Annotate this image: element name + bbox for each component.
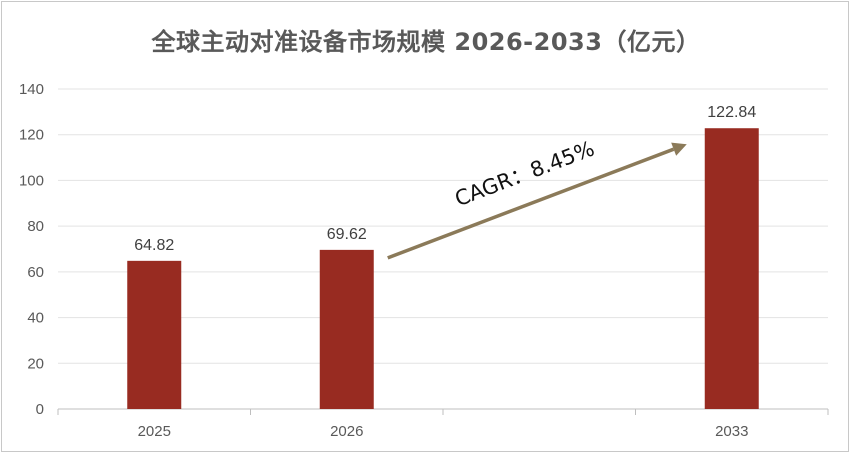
y-tick-label: 140 (19, 81, 44, 98)
y-tick-label: 80 (27, 218, 44, 235)
cagr-annotation: CAGR：8.45% (387, 136, 687, 260)
y-tick-label: 100 (19, 172, 44, 189)
gridlines (58, 88, 828, 364)
y-tick-label: 20 (27, 355, 44, 372)
y-tick-label: 0 (36, 401, 44, 418)
data-labels: 64.82 69.62 122.84 (134, 104, 756, 254)
data-label: 69.62 (327, 226, 367, 243)
data-label: 122.84 (707, 104, 756, 121)
data-label: 64.82 (134, 237, 174, 254)
bars (127, 128, 759, 410)
bar (704, 128, 759, 410)
axes: 0 20 40 60 80 100 120 140 2025 2026 2033 (19, 81, 829, 440)
cagr-arrow-line (387, 147, 675, 260)
y-tick-label: 60 (27, 264, 44, 281)
bar (127, 260, 182, 409)
x-tick-label: 2025 (138, 423, 171, 440)
cagr-label: CAGR：8.45% (452, 136, 598, 211)
y-tick-label: 120 (19, 127, 44, 144)
y-tick-label: 40 (27, 310, 44, 327)
x-tick-label: 2026 (330, 423, 363, 440)
bar (319, 249, 374, 409)
x-tick-label: 2033 (715, 423, 748, 440)
cagr-arrow-head (671, 142, 687, 156)
chart-title: 全球主动对准设备市场规模 2026-2033（亿元） (151, 28, 701, 56)
